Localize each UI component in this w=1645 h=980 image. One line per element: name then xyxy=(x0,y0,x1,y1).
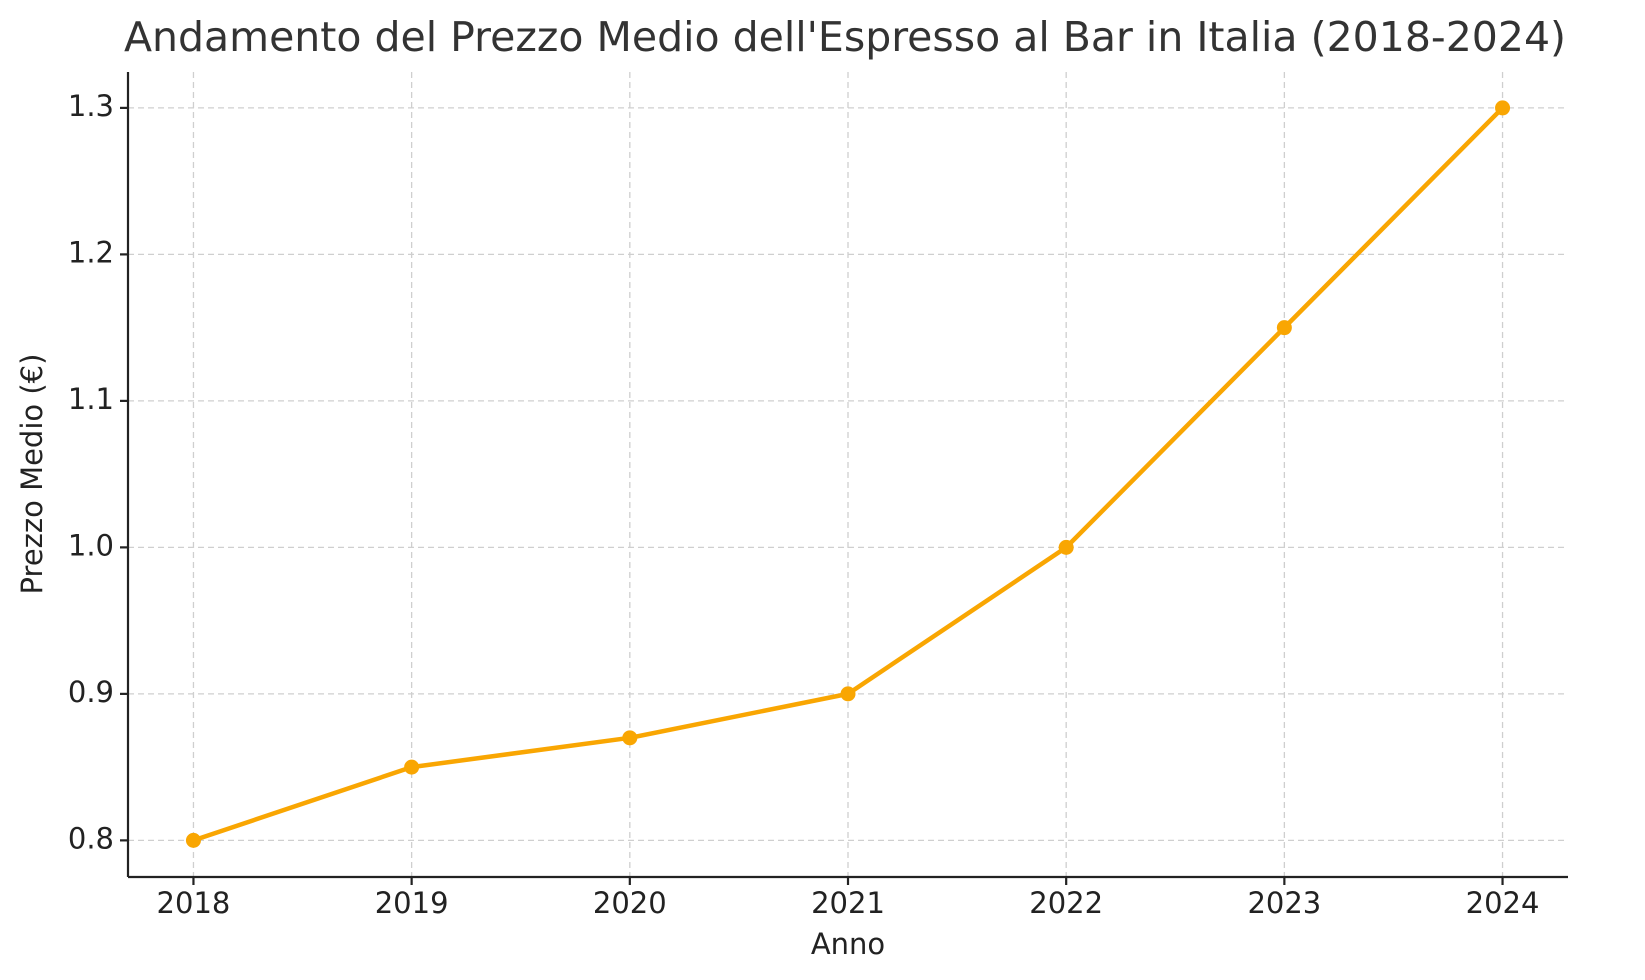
y-axis-label: Prezzo Medio (€) xyxy=(15,354,49,595)
y-tick-label: 1.0 xyxy=(68,528,114,562)
x-axis-label: Anno xyxy=(811,927,885,961)
data-point xyxy=(1276,320,1292,336)
x-tick-label: 2020 xyxy=(593,886,667,920)
data-point xyxy=(1495,100,1511,116)
y-tick-label: 0.8 xyxy=(68,821,114,855)
x-tick-label: 2021 xyxy=(811,886,885,920)
data-point xyxy=(1058,539,1074,555)
x-tick-label: 2019 xyxy=(375,886,449,920)
y-tick-label: 1.3 xyxy=(68,89,114,123)
data-point xyxy=(404,759,420,775)
x-tick-label: 2022 xyxy=(1029,886,1103,920)
data-point xyxy=(840,686,856,702)
data-point xyxy=(185,832,201,848)
y-tick-label: 0.9 xyxy=(68,675,114,709)
x-tick-label: 2024 xyxy=(1466,886,1540,920)
x-tick-label: 2023 xyxy=(1247,886,1321,920)
chart-title: Andamento del Prezzo Medio dell'Espresso… xyxy=(124,13,1566,61)
y-tick-label: 1.2 xyxy=(68,235,114,269)
x-tick-label: 2018 xyxy=(157,886,231,920)
data-point xyxy=(622,730,638,746)
y-tick-label: 1.1 xyxy=(68,382,114,416)
